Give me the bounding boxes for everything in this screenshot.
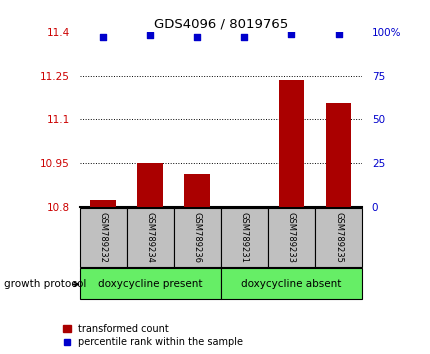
Bar: [278, 80, 304, 207]
Bar: [184, 173, 210, 207]
Bar: [137, 163, 163, 207]
Bar: [90, 200, 116, 207]
Bar: [173, 208, 220, 267]
Bar: [220, 208, 267, 267]
Bar: [231, 206, 257, 207]
Text: growth protocol: growth protocol: [4, 279, 86, 289]
Point: [287, 31, 294, 36]
Legend: transformed count, percentile rank within the sample: transformed count, percentile rank withi…: [61, 322, 245, 349]
Bar: [267, 208, 314, 267]
Text: GSM789235: GSM789235: [333, 212, 342, 263]
Text: GSM789236: GSM789236: [192, 212, 201, 263]
Text: GSM789232: GSM789232: [98, 212, 108, 263]
Bar: [126, 208, 173, 267]
Bar: [80, 208, 126, 267]
Point: [194, 34, 200, 40]
Text: doxycycline present: doxycycline present: [98, 279, 202, 289]
Point: [334, 31, 341, 36]
Text: doxycycline absent: doxycycline absent: [241, 279, 341, 289]
Bar: [314, 208, 361, 267]
Text: GSM789234: GSM789234: [145, 212, 154, 263]
Point: [100, 34, 107, 40]
Text: GSM789233: GSM789233: [286, 212, 295, 263]
Point: [147, 33, 154, 38]
Text: GSM789231: GSM789231: [240, 212, 249, 263]
Bar: [220, 268, 361, 299]
Bar: [325, 103, 350, 207]
Bar: [80, 268, 220, 299]
Title: GDS4096 / 8019765: GDS4096 / 8019765: [154, 18, 287, 31]
Point: [240, 34, 247, 40]
